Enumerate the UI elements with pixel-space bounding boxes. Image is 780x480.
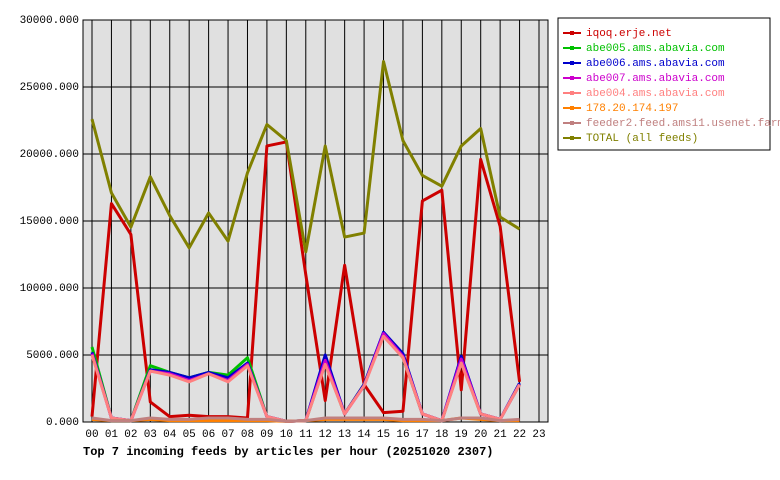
x-tick-label: 22 xyxy=(513,429,526,441)
legend-label: abe005.ams.abavia.com xyxy=(586,43,725,55)
x-tick-label: 16 xyxy=(396,429,409,441)
x-tick-label: 04 xyxy=(163,429,177,441)
x-tick-label: 07 xyxy=(221,429,234,441)
x-tick-label: 10 xyxy=(280,429,293,441)
x-tick-label: 05 xyxy=(183,429,196,441)
x-tick-label: 18 xyxy=(435,429,448,441)
legend xyxy=(557,17,771,151)
x-tick-label: 00 xyxy=(85,429,98,441)
legend-label: abe006.ams.abavia.com xyxy=(586,58,725,70)
series-line xyxy=(90,140,522,420)
x-tick-label: 14 xyxy=(357,429,371,441)
y-tick-label: 10000.000 xyxy=(20,283,79,295)
legend-marker xyxy=(570,46,574,50)
y-tick-label: 5000.000 xyxy=(26,350,79,362)
x-tick-label: 06 xyxy=(202,429,215,441)
x-tick-label: 13 xyxy=(338,429,351,441)
x-tick-label: 11 xyxy=(299,429,313,441)
legend-marker xyxy=(570,136,574,140)
x-tick-label: 20 xyxy=(474,429,487,441)
y-tick-label: 15000.000 xyxy=(20,216,79,228)
x-tick-label: 02 xyxy=(124,429,137,441)
legend-label: feeder2.feed.ams11.usenet.farm xyxy=(586,118,780,130)
legend-label: 178.20.174.197 xyxy=(586,103,678,115)
x-tick-label: 21 xyxy=(494,429,508,441)
chart-title: Top 7 incoming feeds by articles per hou… xyxy=(83,445,493,459)
legend-marker xyxy=(570,76,574,80)
x-tick-label: 17 xyxy=(416,429,429,441)
legend-label: abe004.ams.abavia.com xyxy=(586,88,725,100)
legend-marker xyxy=(570,121,574,125)
plot-border xyxy=(82,19,549,423)
x-tick-label: 01 xyxy=(105,429,119,441)
y-tick-label: 25000.000 xyxy=(20,82,79,94)
x-tick-label: 15 xyxy=(377,429,390,441)
y-tick-label: 20000.000 xyxy=(20,149,79,161)
legend-marker xyxy=(570,61,574,65)
legend-label: TOTAL (all feeds) xyxy=(586,133,698,145)
x-tick-label: 12 xyxy=(319,429,332,441)
legend-marker xyxy=(570,31,574,35)
x-tick-label: 23 xyxy=(532,429,545,441)
x-tick-label: 08 xyxy=(241,429,254,441)
legend-marker xyxy=(570,91,574,95)
x-tick-label: 19 xyxy=(455,429,468,441)
legend-label: abe007.ams.abavia.com xyxy=(586,73,725,85)
y-tick-label: 30000.000 xyxy=(20,15,79,27)
y-tick-label: 0.000 xyxy=(46,417,79,429)
legend-label: iqoq.erje.net xyxy=(586,28,672,40)
series-line xyxy=(90,60,521,254)
legend-marker xyxy=(570,106,574,110)
x-tick-label: 03 xyxy=(144,429,157,441)
x-tick-label: 09 xyxy=(260,429,273,441)
series-line xyxy=(91,416,520,423)
